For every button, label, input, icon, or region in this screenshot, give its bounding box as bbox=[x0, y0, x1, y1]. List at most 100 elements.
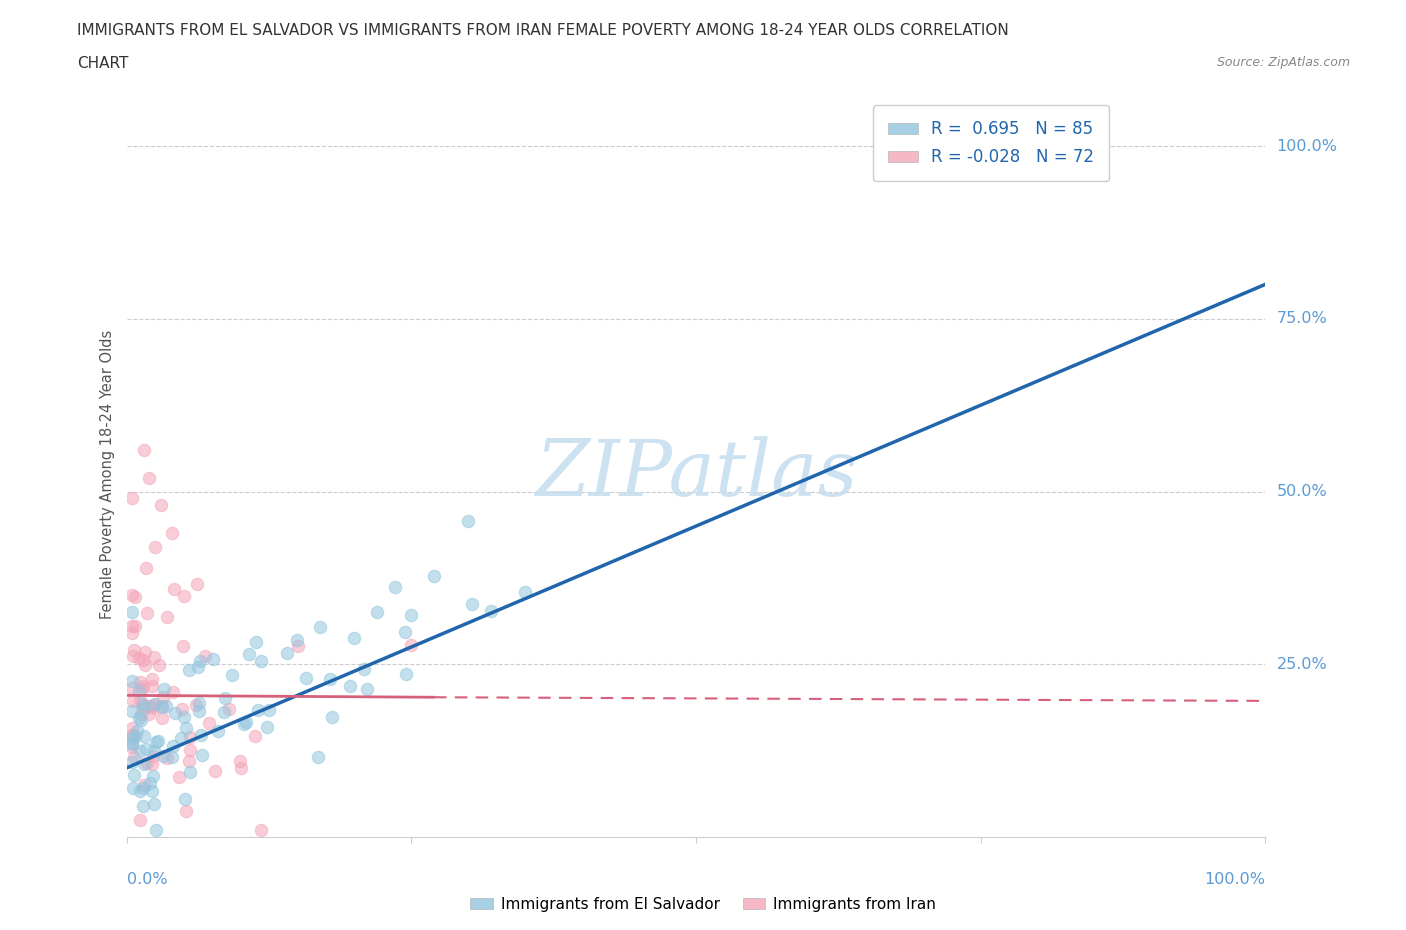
Point bbox=[121, 739, 143, 754]
Point bbox=[136, 605, 159, 620]
Point bbox=[121, 588, 143, 603]
Point bbox=[124, 590, 146, 604]
Point bbox=[167, 770, 190, 785]
Point bbox=[238, 646, 260, 661]
Point bbox=[202, 652, 225, 667]
Point bbox=[198, 716, 221, 731]
Point bbox=[129, 784, 152, 799]
Point bbox=[122, 767, 145, 782]
Point bbox=[122, 643, 145, 658]
Point bbox=[395, 666, 418, 681]
Point bbox=[179, 729, 201, 744]
Point bbox=[366, 604, 388, 619]
Point bbox=[141, 671, 163, 686]
Point bbox=[423, 569, 446, 584]
Point bbox=[479, 604, 502, 618]
Point bbox=[121, 604, 143, 619]
Point bbox=[165, 705, 187, 720]
Point bbox=[132, 757, 155, 772]
Point bbox=[134, 701, 156, 716]
Text: 50.0%: 50.0% bbox=[1277, 485, 1327, 499]
Point bbox=[129, 706, 152, 721]
Point bbox=[515, 585, 537, 600]
Point bbox=[214, 705, 236, 720]
Point bbox=[121, 730, 143, 745]
Point bbox=[156, 609, 179, 624]
Text: ZIPatlas: ZIPatlas bbox=[534, 436, 858, 512]
Point bbox=[142, 698, 165, 712]
Point bbox=[145, 735, 167, 750]
Text: 75.0%: 75.0% bbox=[1277, 312, 1327, 326]
Point bbox=[135, 741, 157, 756]
Text: Source: ZipAtlas.com: Source: ZipAtlas.com bbox=[1216, 56, 1350, 69]
Point bbox=[250, 653, 273, 668]
Point bbox=[229, 761, 252, 776]
Point bbox=[190, 728, 212, 743]
Point bbox=[129, 744, 152, 759]
Point bbox=[121, 720, 143, 735]
Point bbox=[173, 710, 195, 724]
Point bbox=[131, 678, 153, 693]
Point bbox=[249, 823, 271, 838]
Point bbox=[149, 498, 172, 512]
Point bbox=[257, 703, 280, 718]
Point bbox=[191, 748, 214, 763]
Point bbox=[256, 719, 278, 734]
Point bbox=[132, 653, 155, 668]
Point bbox=[221, 668, 243, 683]
Point bbox=[162, 582, 184, 597]
Text: IMMIGRANTS FROM EL SALVADOR VS IMMIGRANTS FROM IRAN FEMALE POVERTY AMONG 18-24 Y: IMMIGRANTS FROM EL SALVADOR VS IMMIGRANT… bbox=[77, 23, 1010, 38]
Point bbox=[188, 696, 211, 711]
Point bbox=[128, 650, 150, 665]
Point bbox=[214, 691, 236, 706]
Point bbox=[139, 776, 162, 790]
Point bbox=[121, 490, 143, 505]
Point bbox=[343, 631, 366, 645]
Point bbox=[321, 710, 343, 724]
Point bbox=[132, 781, 155, 796]
Point bbox=[204, 764, 226, 778]
Point bbox=[247, 703, 270, 718]
Point bbox=[143, 797, 166, 812]
Point bbox=[125, 724, 148, 738]
Point bbox=[174, 791, 197, 806]
Point bbox=[309, 619, 332, 634]
Point bbox=[394, 624, 416, 639]
Point bbox=[235, 714, 257, 729]
Point bbox=[179, 742, 201, 757]
Point bbox=[121, 625, 143, 640]
Point bbox=[132, 777, 155, 792]
Point bbox=[160, 525, 183, 540]
Point bbox=[122, 649, 145, 664]
Point bbox=[142, 769, 165, 784]
Point bbox=[132, 443, 155, 458]
Point bbox=[145, 697, 167, 711]
Point bbox=[233, 717, 256, 732]
Point bbox=[141, 784, 163, 799]
Point bbox=[245, 634, 267, 649]
Point bbox=[138, 707, 160, 722]
Point bbox=[194, 649, 217, 664]
Point bbox=[177, 663, 200, 678]
Point bbox=[150, 711, 173, 725]
Point bbox=[152, 749, 174, 764]
Point bbox=[153, 682, 176, 697]
Point bbox=[170, 730, 193, 745]
Point bbox=[384, 579, 406, 594]
Point bbox=[121, 673, 143, 688]
Point bbox=[121, 727, 143, 742]
Point bbox=[138, 471, 160, 485]
Point bbox=[142, 701, 165, 716]
Point bbox=[156, 751, 179, 765]
Point bbox=[152, 689, 174, 704]
Point bbox=[131, 799, 153, 814]
Point bbox=[150, 699, 173, 714]
Point bbox=[122, 694, 145, 709]
Point bbox=[122, 750, 145, 764]
Point bbox=[124, 618, 146, 633]
Point bbox=[141, 756, 163, 771]
Point bbox=[128, 684, 150, 698]
Point bbox=[128, 711, 150, 725]
Point bbox=[143, 744, 166, 759]
Point bbox=[174, 721, 197, 736]
